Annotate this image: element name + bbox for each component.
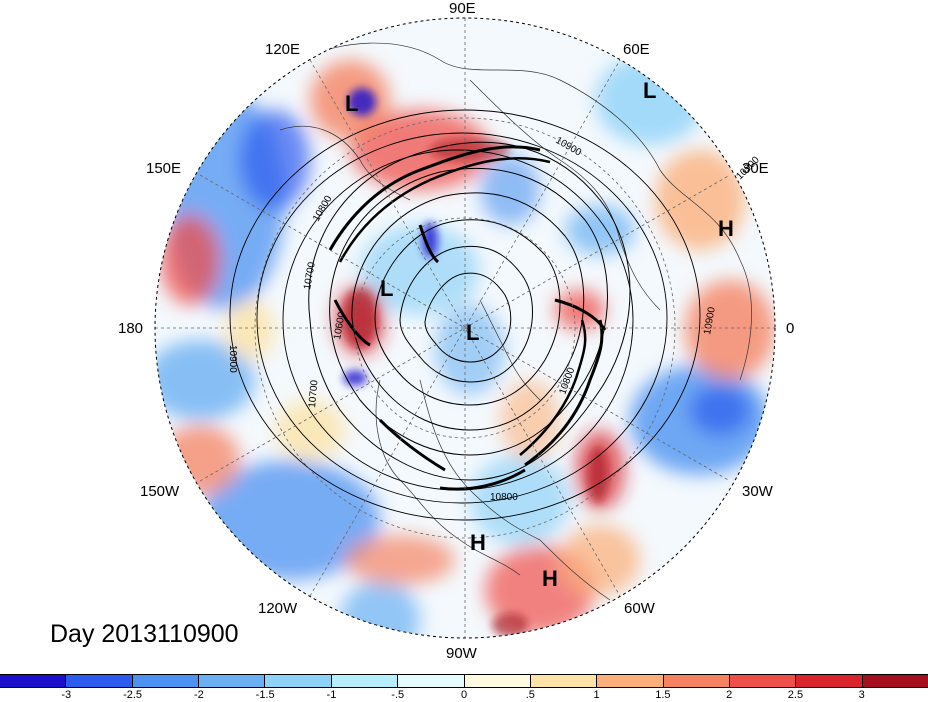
colorbar-tick-label: 0 (460, 689, 468, 701)
graticule (155, 18, 775, 638)
colorbar-tick-label: -2.5 (123, 689, 143, 701)
anomaly-field (155, 18, 775, 638)
lon-label-120e: 120E (265, 41, 301, 58)
colorbar-swatch (663, 675, 730, 687)
height-contours (229, 109, 701, 521)
colorbar-swatch (331, 675, 399, 687)
lon-label-120w: 120W (258, 600, 298, 617)
colorbar-swatch (597, 675, 664, 687)
svg-text:10900: 10900 (227, 345, 238, 373)
lon-label-150e: 150E (146, 160, 182, 177)
colorbar-tick-label: -3 (61, 689, 72, 701)
svg-text:H: H (470, 530, 486, 555)
colorbar-tick-label: 3 (858, 689, 865, 701)
colorbar-swatch (0, 675, 67, 687)
colorbar-swatch (398, 675, 465, 687)
date-title: Day 2013110900 (50, 620, 239, 648)
colorbar (0, 674, 928, 688)
colorbar-tick-label: 1 (593, 689, 600, 701)
lon-label-180: 180 (118, 320, 144, 337)
lon-label-60w: 60W (624, 600, 655, 617)
colorbar-tick-label: -.5 (391, 689, 405, 701)
colorbar-swatch (530, 675, 598, 687)
lon-label-30e: 30E (742, 160, 769, 177)
lon-label-60e: 60E (623, 41, 650, 58)
colorbar-tick-label: 2 (726, 689, 733, 701)
svg-text:10800: 10800 (490, 492, 518, 503)
svg-text:L: L (345, 91, 358, 116)
colorbar-swatch (66, 675, 133, 687)
map-boundary (154, 17, 776, 639)
colorbar-tick-label: .5 (525, 689, 535, 701)
lon-label-0: 0 (786, 320, 795, 337)
colorbar-tick-label: 1.5 (655, 689, 671, 701)
colorbar-swatch (132, 675, 200, 687)
svg-text:L: L (380, 276, 393, 301)
svg-text:10700: 10700 (307, 379, 320, 408)
colorbar-tick-label: -2 (193, 689, 204, 701)
colorbar-swatch (265, 675, 332, 687)
svg-text:L: L (466, 320, 479, 345)
colorbar-swatch (796, 675, 863, 687)
lon-label-90e: 90E (449, 0, 476, 17)
colorbar-swatch (729, 675, 797, 687)
svg-text:10600: 10600 (332, 311, 348, 341)
svg-text:10700: 10700 (302, 261, 318, 291)
svg-text:H: H (542, 566, 558, 591)
lon-label-150w: 150W (140, 483, 180, 500)
svg-text:H: H (718, 216, 734, 241)
svg-text:L: L (643, 78, 656, 103)
colorbar-swatch (464, 675, 531, 687)
colorbar-swatch (199, 675, 266, 687)
colorbar-tick-label: 2.5 (787, 689, 804, 701)
colorbar-tick-label: -1 (326, 689, 337, 701)
lon-label-30w: 30W (742, 483, 773, 500)
pressure-center-labels: L L H L L H H (345, 78, 734, 591)
colorbar-swatch (862, 675, 928, 687)
colorbar-tick-label: -1.5 (255, 689, 275, 701)
lon-label-90w: 90W (446, 645, 477, 662)
